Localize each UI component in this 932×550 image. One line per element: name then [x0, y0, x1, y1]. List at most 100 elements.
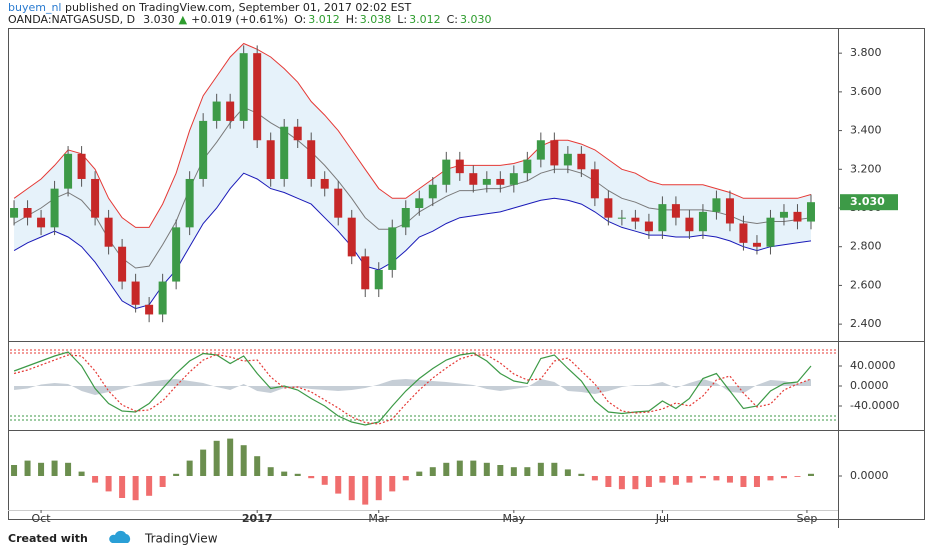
candle-body	[23, 208, 32, 218]
candle-body	[725, 198, 734, 224]
candle-body	[320, 178, 329, 189]
candle-body	[523, 159, 532, 174]
x-tick-label: May	[502, 512, 525, 525]
oscillator-line	[13, 353, 812, 425]
candle-body	[266, 140, 275, 179]
candle-body	[509, 173, 518, 185]
histogram-bar	[686, 476, 693, 483]
candle-body	[145, 304, 154, 315]
candle-body	[50, 188, 59, 228]
histogram-bar	[767, 476, 774, 481]
x-tick-label: Mar	[368, 512, 389, 525]
h: 3.038	[360, 13, 392, 26]
candle-body	[347, 217, 356, 257]
histogram-bar	[38, 462, 45, 476]
histogram-bar	[348, 476, 355, 501]
histogram-bar	[65, 462, 72, 476]
histogram-bar	[294, 473, 301, 476]
x-tick-label: 2017	[242, 512, 273, 525]
candle-body	[671, 204, 680, 218]
candle-body	[577, 153, 586, 170]
histogram-bar	[807, 473, 814, 476]
candle-body	[415, 198, 424, 208]
frame	[8, 28, 925, 520]
candle-body	[253, 53, 262, 141]
candle-body	[766, 217, 775, 247]
histogram-bar	[510, 467, 517, 476]
histogram-bar	[227, 438, 234, 476]
candle-body	[590, 169, 599, 199]
candle-body	[442, 159, 451, 185]
candle-body	[658, 204, 667, 232]
candle-body	[118, 246, 127, 282]
x-tick-label: Oct	[32, 512, 52, 525]
logo[interactable]	[109, 530, 131, 543]
candle-body	[77, 153, 86, 179]
y-tick-label: 2.800	[850, 240, 882, 253]
y-tick-label: 3.400	[850, 124, 882, 137]
histogram-bar	[119, 476, 126, 498]
histogram-bar	[281, 471, 288, 476]
y-tick-label: 40.0000	[850, 359, 896, 372]
candle-body	[37, 217, 46, 228]
histogram-bar	[362, 476, 369, 505]
header-line: buyem_nl published on TradingView.com, S…	[8, 1, 412, 14]
candle-body	[388, 227, 397, 270]
histogram-bar	[794, 476, 801, 477]
histogram-bar	[51, 460, 58, 476]
histogram-bar	[497, 465, 504, 476]
l: 3.012	[409, 13, 441, 26]
candle-body	[563, 153, 572, 166]
histogram-bar	[632, 476, 639, 490]
histogram-bar	[753, 476, 760, 487]
candle-body	[293, 126, 302, 141]
candle-body	[806, 202, 815, 222]
candle-body	[698, 211, 707, 232]
candle-body	[91, 178, 100, 218]
c: 3.030	[460, 13, 492, 26]
histogram-bar	[321, 476, 328, 485]
candle-body	[617, 217, 626, 219]
candle-body	[307, 140, 316, 179]
x-tick-label: Jul	[655, 512, 669, 525]
footer-created: Created with	[8, 532, 88, 545]
y-tick-label: -40.0000	[850, 399, 899, 412]
candle-body	[185, 178, 194, 228]
candle-body	[536, 140, 545, 160]
arrow: ▲	[179, 13, 188, 26]
candle-body	[550, 140, 559, 166]
y-tick-label: 2.400	[850, 317, 882, 330]
candle-body	[455, 159, 464, 174]
histogram-bar	[308, 476, 315, 479]
histogram-bar	[173, 473, 180, 476]
y-tick-label: 0.0000	[850, 379, 889, 392]
candle-body	[158, 281, 167, 315]
histogram-bar	[240, 445, 247, 476]
histogram-bar	[200, 449, 207, 476]
candle-body	[131, 281, 140, 305]
o: 3.012	[308, 13, 340, 26]
histogram-bar	[186, 460, 193, 476]
histogram-bar	[551, 462, 558, 476]
author[interactable]: buyem_nl	[8, 1, 61, 14]
histogram-bar	[659, 476, 666, 483]
histogram-bar	[92, 476, 99, 483]
candle-body	[685, 217, 694, 232]
price: 3.030	[143, 13, 175, 26]
histogram-bar	[11, 465, 18, 476]
histogram-bar	[618, 476, 625, 490]
last-price-box	[840, 194, 898, 211]
y-tick-label: 3.800	[850, 46, 882, 59]
footer-brand[interactable]: TradingView	[144, 532, 218, 546]
candle-body	[604, 198, 613, 218]
histogram-bar	[213, 440, 220, 476]
candle-body	[428, 184, 437, 199]
histogram-bar	[740, 476, 747, 487]
histogram-bar	[105, 476, 112, 492]
histogram-bar	[375, 476, 382, 501]
candle-body	[226, 101, 235, 121]
histogram-bar	[24, 460, 31, 476]
histogram-bar	[699, 476, 706, 479]
histogram-bar	[456, 460, 463, 476]
published: published on TradingView.com, September …	[61, 1, 411, 14]
